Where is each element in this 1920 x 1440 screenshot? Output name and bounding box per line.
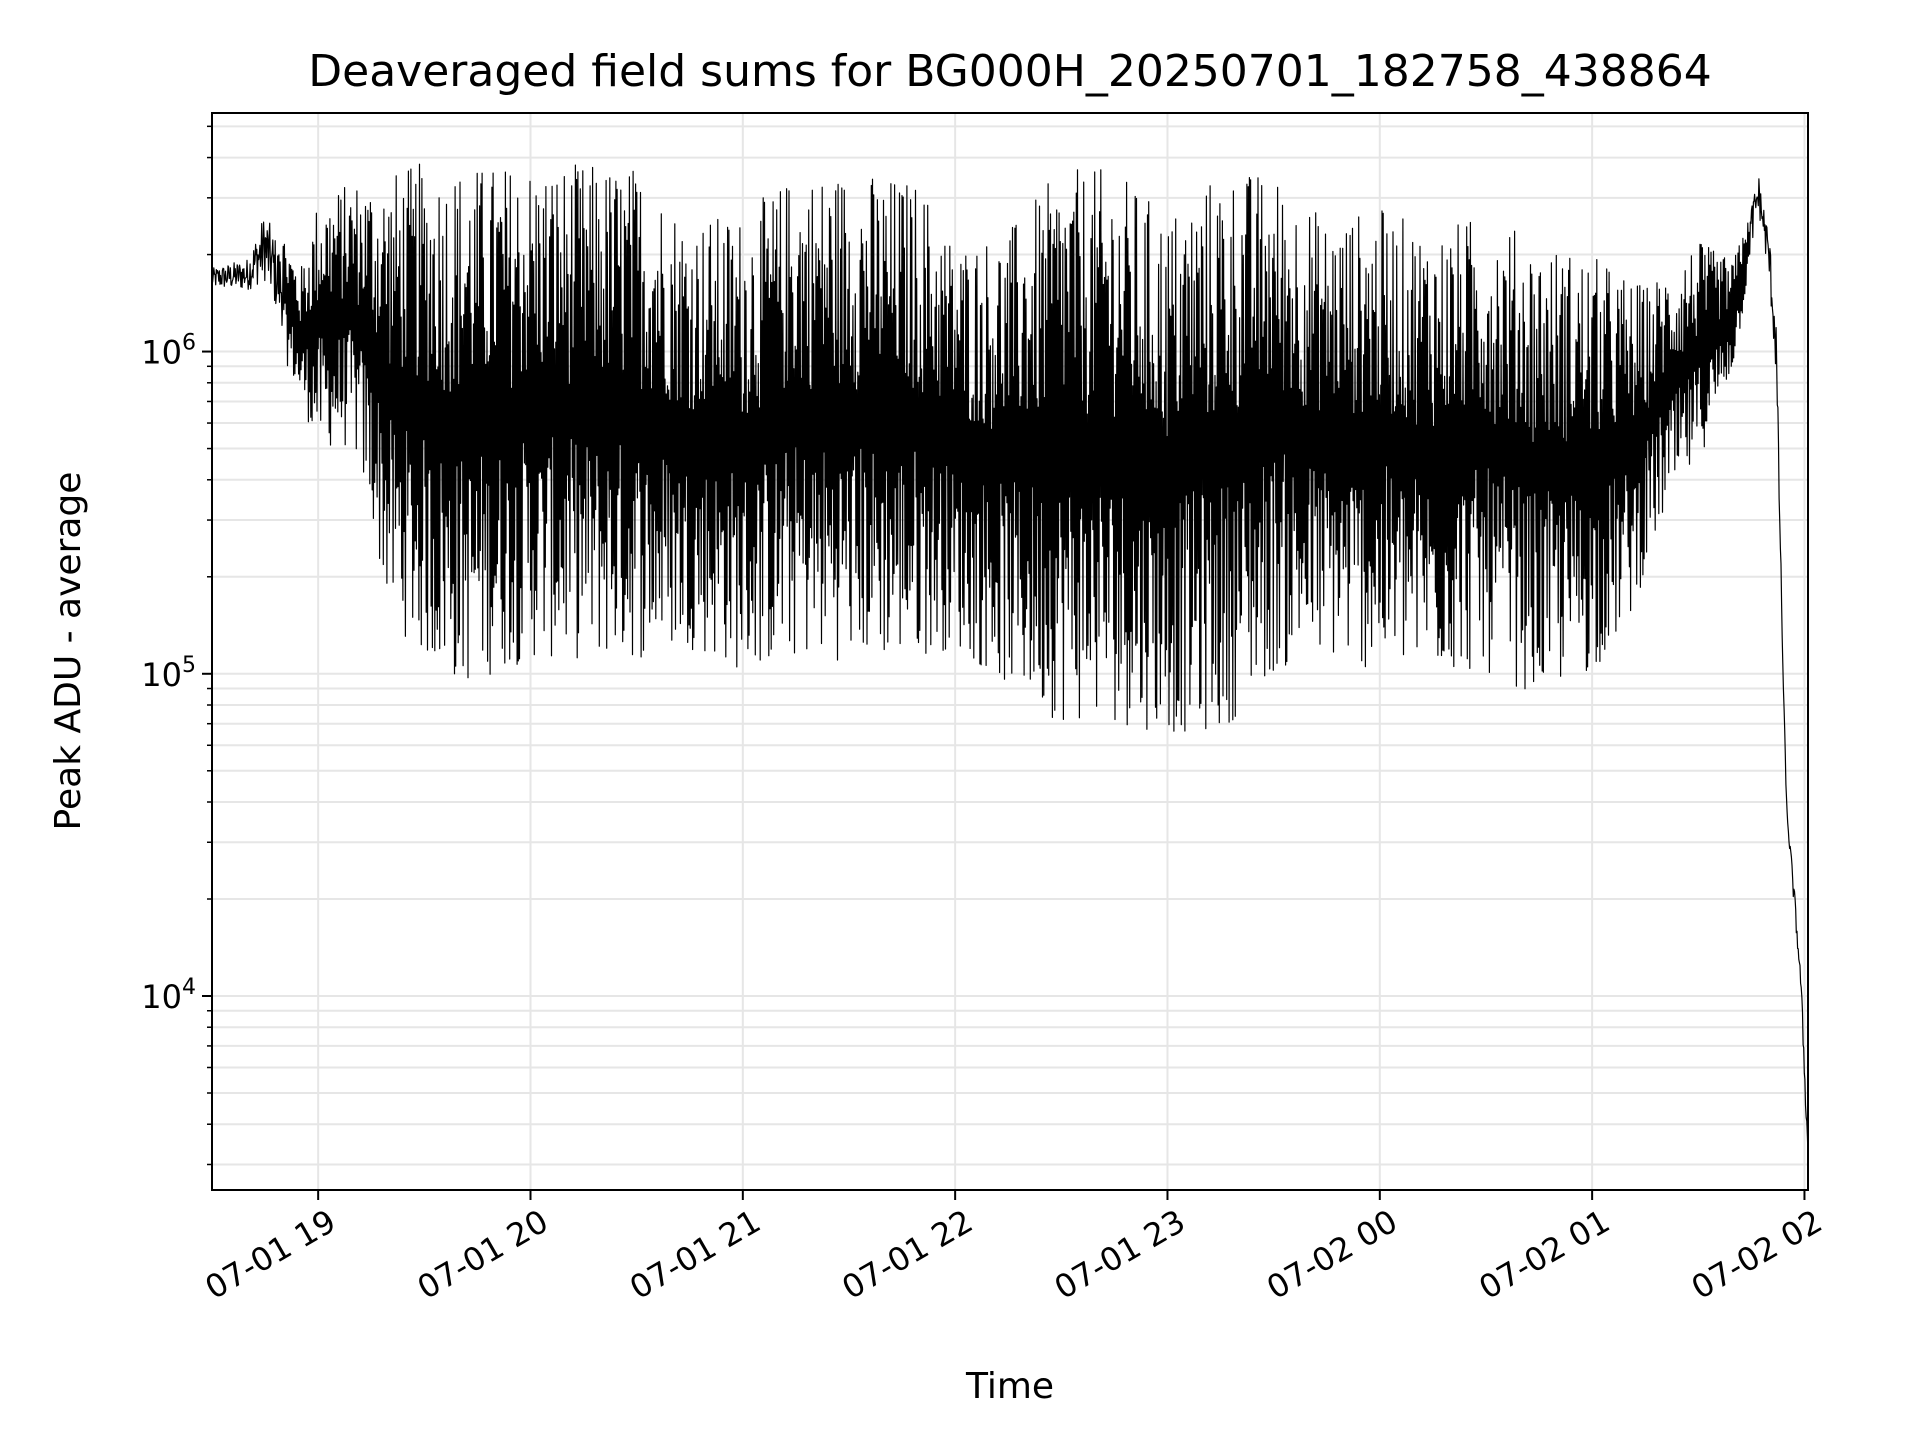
y-tick-label: 105 <box>141 653 196 694</box>
plot-frame <box>211 112 1809 1191</box>
y-axis-label: Peak ADU - average <box>48 472 89 831</box>
y-tick-label: 104 <box>141 975 196 1016</box>
series-line <box>211 163 1809 1156</box>
x-axis-label: Time <box>965 1366 1054 1407</box>
series-layer <box>211 163 1809 1156</box>
chart-title: Deaveraged field sums for BG000H_2025070… <box>308 46 1711 97</box>
y-tick-label: 106 <box>141 331 196 372</box>
